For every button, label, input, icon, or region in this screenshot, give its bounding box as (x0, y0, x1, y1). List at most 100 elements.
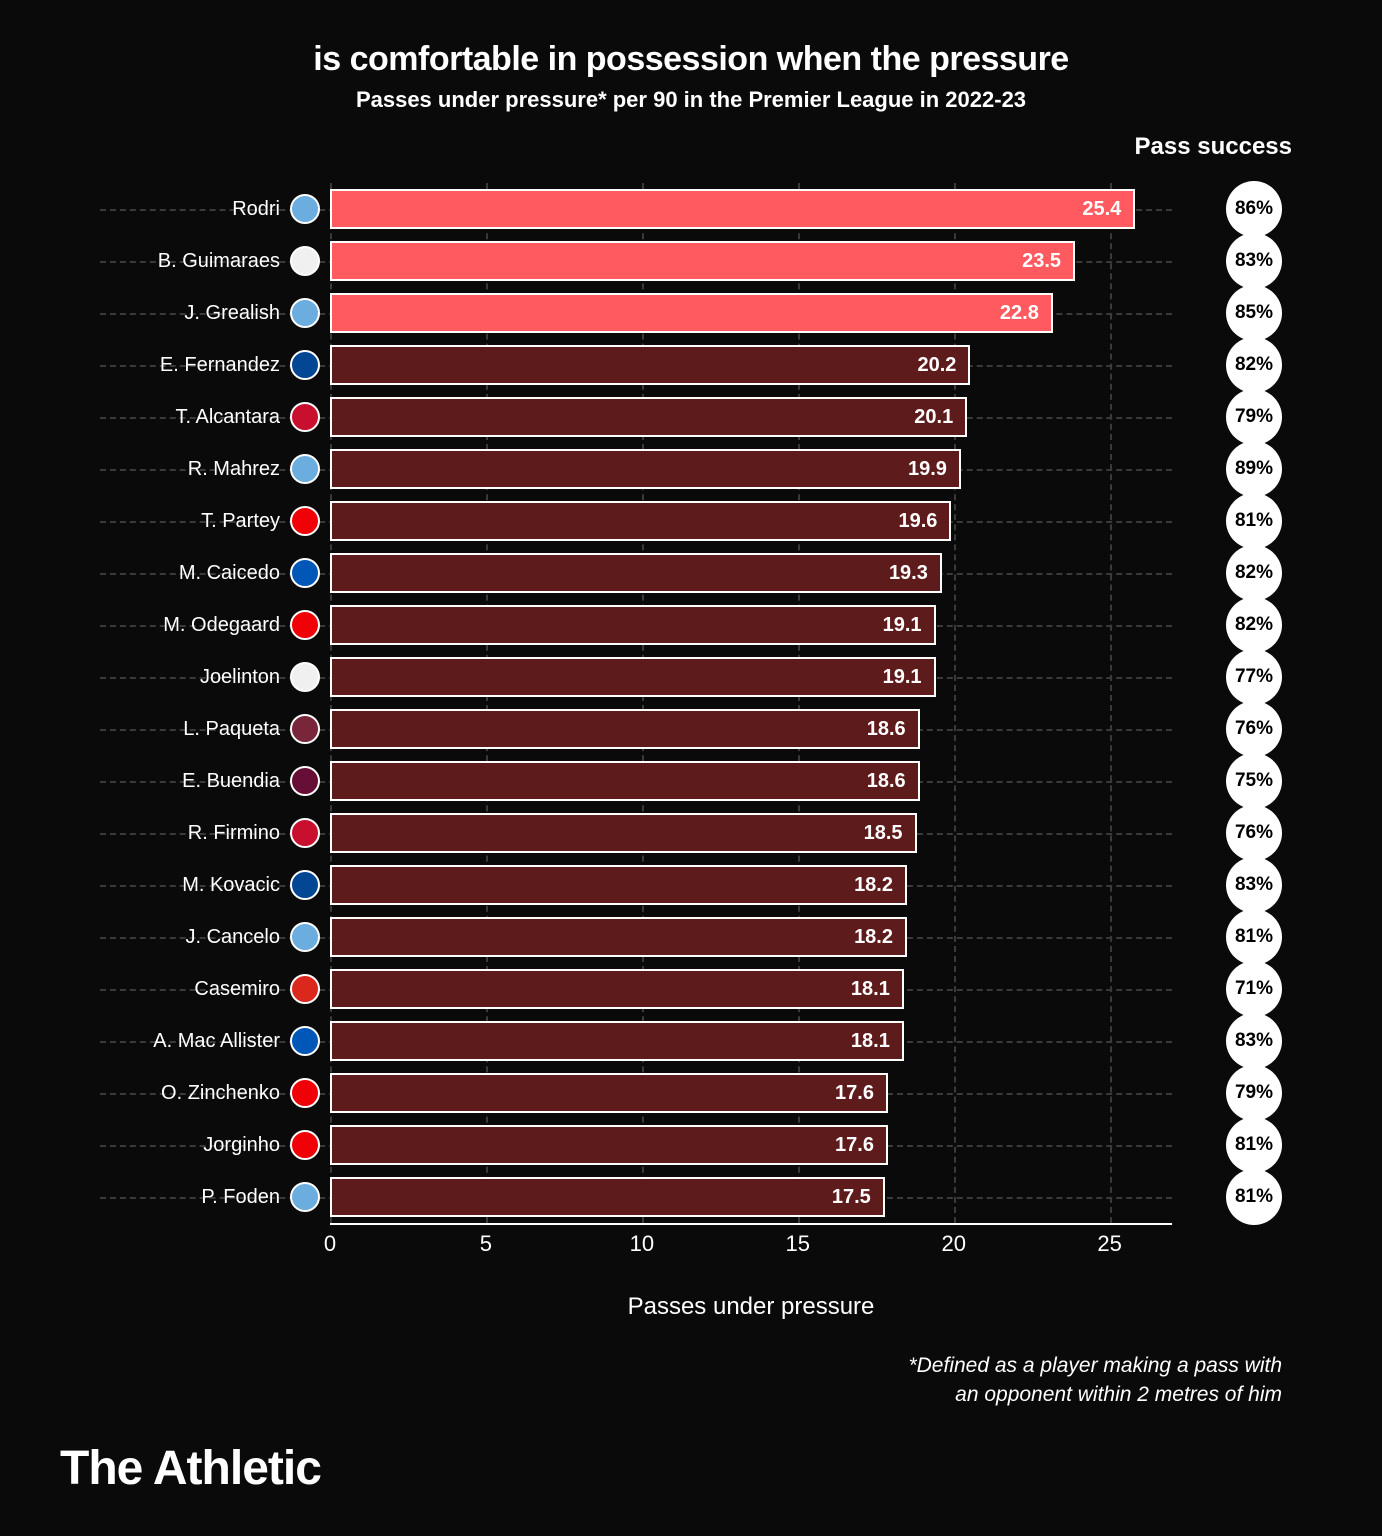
x-tick: 25 (1097, 1231, 1121, 1257)
bar-track: 20.2 (330, 345, 1186, 385)
bar-track: 19.6 (330, 501, 1186, 541)
plot-area: Rodri25.486%B. Guimaraes23.583%J. Greali… (330, 183, 1172, 1223)
bar: 17.5 (330, 1177, 885, 1217)
player-row: J. Grealish 22.8 85% (100, 287, 1282, 339)
player-name: T. Alcantara (100, 406, 290, 429)
player-row: Jorginho17.681% (100, 1119, 1282, 1171)
bar-track: 18.2 (330, 917, 1186, 957)
player-name: Jorginho (100, 1134, 290, 1157)
pass-success-badge: 86% (1226, 181, 1282, 237)
bar: 20.1 (330, 397, 967, 437)
bar-track: 23.5 (330, 241, 1186, 281)
bar-value: 18.1 (851, 978, 890, 1001)
bar-value: 17.6 (835, 1134, 874, 1157)
brand-logo: The Athletic (60, 1441, 321, 1496)
bar-track: 19.9 (330, 449, 1186, 489)
player-row: T. Alcantara 20.1 79% (100, 391, 1282, 443)
player-name: M. Odegaard (100, 614, 290, 637)
bar-value: 18.1 (851, 1030, 890, 1053)
player-row: E. Fernandez20.282% (100, 339, 1282, 391)
pass-success-badge: 81% (1226, 1169, 1282, 1225)
bar: 18.2 (330, 917, 907, 957)
player-name: R. Mahrez (100, 458, 290, 481)
player-row: T. Partey 19.6 81% (100, 495, 1282, 547)
club-badge-icon (290, 298, 320, 328)
pass-success-badge: 85% (1226, 285, 1282, 341)
player-name: E. Buendia (100, 770, 290, 793)
player-row: M. Odegaard19.182% (100, 599, 1282, 651)
player-name: E. Fernandez (100, 354, 290, 377)
x-tick: 20 (941, 1231, 965, 1257)
pass-success-badge: 82% (1226, 545, 1282, 601)
player-row: J. Cancelo 18.2 81% (100, 911, 1282, 963)
pass-success-badge: 76% (1226, 805, 1282, 861)
player-name: J. Grealish (100, 302, 290, 325)
bar-track: 19.1 (330, 605, 1186, 645)
bar: 22.8 (330, 293, 1053, 333)
bar: 25.4 (330, 189, 1135, 229)
club-badge-icon (290, 1026, 320, 1056)
player-name: L. Paqueta (100, 718, 290, 741)
club-badge-icon (290, 766, 320, 796)
player-row: R. Mahrez19.989% (100, 443, 1282, 495)
player-name: T. Partey (100, 510, 290, 533)
club-badge-icon (290, 662, 320, 692)
bar-value: 20.2 (917, 354, 956, 377)
player-name: B. Guimaraes (100, 250, 290, 273)
player-row: Joelinton19.177% (100, 651, 1282, 703)
player-row: Rodri25.486% (100, 183, 1282, 235)
bar-value: 17.5 (832, 1186, 871, 1209)
player-row: M. Caicedo19.382% (100, 547, 1282, 599)
bar-value: 18.5 (864, 822, 903, 845)
pass-success-badge: 75% (1226, 753, 1282, 809)
bar-track: 25.4 (330, 189, 1186, 229)
bar: 17.6 (330, 1125, 888, 1165)
player-row: L. Paqueta 18.6 76% (100, 703, 1282, 755)
club-badge-icon (290, 1182, 320, 1212)
bar-track: 18.1 (330, 969, 1186, 1009)
bar: 19.9 (330, 449, 961, 489)
bar-track: 20.1 (330, 397, 1186, 437)
club-badge-icon (290, 506, 320, 536)
player-name: R. Firmino (100, 822, 290, 845)
chart-title: is comfortable in possession when the pr… (60, 40, 1322, 79)
bar: 19.1 (330, 657, 936, 697)
chart-subtitle: Passes under pressure* per 90 in the Pre… (60, 87, 1322, 113)
player-name: O. Zinchenko (100, 1082, 290, 1105)
club-badge-icon (290, 974, 320, 1004)
club-badge-icon (290, 870, 320, 900)
bar-value: 19.1 (883, 614, 922, 637)
bar-track: 18.2 (330, 865, 1186, 905)
club-badge-icon (290, 1130, 320, 1160)
bar-value: 23.5 (1022, 250, 1061, 273)
bar-track: 18.6 (330, 761, 1186, 801)
player-name: A. Mac Allister (100, 1030, 290, 1053)
player-name: M. Kovacic (100, 874, 290, 897)
pass-success-badge: 76% (1226, 701, 1282, 757)
bar-value: 18.6 (867, 718, 906, 741)
player-name: M. Caicedo (100, 562, 290, 585)
bar: 18.2 (330, 865, 907, 905)
player-row: M. Kovacic 18.2 83% (100, 859, 1282, 911)
x-tick: 15 (786, 1231, 810, 1257)
pass-success-badge: 81% (1226, 909, 1282, 965)
bar-track: 22.8 (330, 293, 1186, 333)
bar: 19.6 (330, 501, 951, 541)
player-row: R. Firmino 18.5 76% (100, 807, 1282, 859)
bar-track: 18.1 (330, 1021, 1186, 1061)
pass-success-badge: 83% (1226, 857, 1282, 913)
pass-success-badge: 79% (1226, 389, 1282, 445)
pass-success-badge: 81% (1226, 493, 1282, 549)
bar: 17.6 (330, 1073, 888, 1113)
club-badge-icon (290, 246, 320, 276)
club-badge-icon (290, 558, 320, 588)
player-name: J. Cancelo (100, 926, 290, 949)
player-row: Casemiro18.171% (100, 963, 1282, 1015)
x-tick: 0 (324, 1231, 336, 1257)
bar-value: 25.4 (1082, 198, 1121, 221)
bar: 18.5 (330, 813, 917, 853)
bar: 18.1 (330, 969, 904, 1009)
bar: 20.2 (330, 345, 970, 385)
pass-success-badge: 77% (1226, 649, 1282, 705)
player-name: P. Foden (100, 1186, 290, 1209)
